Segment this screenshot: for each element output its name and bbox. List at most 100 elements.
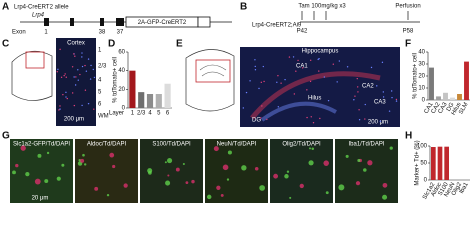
x-tick-label: CA2 (431, 101, 442, 115)
cell-dot (309, 80, 312, 83)
cell-dot (382, 194, 388, 200)
figure: A B C D E F G H Lrp4-CreERT2 allele Lrp4… (2, 2, 470, 203)
region-box (25, 51, 45, 69)
cell-dot (289, 196, 292, 199)
cell-dot (84, 89, 87, 91)
cell-dot (94, 186, 99, 191)
cell-dot (353, 99, 355, 101)
layer-label: 6 (98, 102, 102, 108)
cell-dot (175, 167, 180, 172)
cell-dot (222, 164, 229, 171)
panel-label: G (2, 131, 10, 142)
cell-dot (263, 80, 265, 83)
utr-box (197, 16, 211, 28)
x-tick-label: 1 (131, 111, 135, 117)
y-tick-label: 10 (418, 86, 425, 92)
cell-dot (309, 59, 312, 61)
cell-dot (83, 163, 87, 166)
cell-dot (332, 63, 335, 65)
y-tick-label: 50 (420, 161, 427, 167)
layer-label: WM (98, 114, 109, 120)
cell-dot (81, 56, 83, 58)
y-axis-label: % tdTomato+ cell (113, 57, 119, 103)
treatment-label: Tam 100mg/kg x3 (298, 4, 346, 10)
bar (164, 83, 171, 108)
cell-dot (81, 52, 83, 54)
hippocampus-image (240, 47, 400, 127)
y-tick-label: 20 (118, 87, 125, 93)
panel-label: A (2, 2, 9, 13)
stain-label: Slc1a2-GFP/Td/DAPI (13, 142, 70, 148)
cell-dot (388, 110, 391, 112)
cell-dot (34, 178, 41, 185)
cell-dot (364, 118, 366, 120)
cell-dot (277, 75, 279, 77)
cell-dot (284, 78, 286, 81)
cell-dot (376, 85, 378, 87)
exon (116, 18, 124, 26)
cell-dot (395, 98, 398, 101)
x-tick-label: DG (446, 102, 456, 113)
injection-arrows (301, 11, 327, 20)
cell-dot (79, 73, 81, 76)
bar (437, 146, 443, 180)
cell-dot (286, 170, 290, 173)
bar (146, 94, 154, 108)
y-tick-label: 20 (418, 74, 425, 80)
area-label: CA1 (296, 64, 308, 70)
cell-dot (82, 153, 85, 157)
cell-dot (390, 90, 393, 92)
cell-dot (58, 109, 60, 111)
y-axis-label: % tdTomato+ cell (413, 53, 419, 99)
dentate-layer (260, 101, 337, 122)
y-tick-label: 0 (122, 106, 126, 112)
cell-dot (216, 185, 221, 190)
panel-label: C (2, 39, 9, 50)
cell-dot (323, 76, 326, 78)
cell-dot (65, 96, 67, 98)
cell-dot (382, 91, 385, 93)
bar (443, 92, 448, 100)
cell-dot (306, 89, 308, 91)
bar (450, 97, 455, 100)
y-tick-label: 40 (118, 68, 125, 74)
allele-title: Lrp4-CreERT2 allele (14, 5, 69, 11)
bar (444, 146, 449, 180)
micrograph (270, 139, 333, 203)
cell-dot (73, 104, 76, 107)
cell-dot (355, 181, 361, 186)
cell-dot (354, 95, 356, 97)
cell-dot (259, 185, 265, 191)
exon-number: 1 (44, 30, 48, 36)
area-label: Hilus (308, 96, 321, 102)
x-tick-label: CA1 (424, 101, 435, 115)
cell-dot (65, 76, 67, 78)
cell-dot (44, 179, 49, 184)
cell-dot (357, 159, 361, 163)
cell-dot (37, 153, 42, 158)
stain-label: S100/Td/DAPI (152, 142, 191, 148)
cell-dot (87, 58, 90, 60)
cell-dot (93, 108, 95, 110)
cell-dot (276, 81, 278, 84)
x-tick-label: 6 (166, 111, 170, 117)
end-age: P58 (403, 29, 414, 35)
bar (464, 61, 469, 100)
cell-dot (84, 64, 86, 67)
region-label: Cortex (67, 41, 85, 47)
area-label: CA3 (374, 100, 386, 106)
exon (44, 18, 49, 26)
cell-dot (258, 87, 260, 90)
cell-dot (357, 91, 359, 93)
stain-label: Aldoc/Td/DAPI (87, 142, 127, 148)
bar (431, 147, 436, 180)
cell-dot (370, 66, 373, 69)
mouse-line: Lrp4-CreERT2;Ai9 (252, 23, 302, 29)
cell-dot (80, 158, 85, 163)
cell-dot (338, 184, 345, 191)
layer-label: 2/3 (98, 64, 107, 70)
exon (70, 18, 74, 26)
cell-dot (85, 70, 88, 72)
cell-dot (57, 68, 59, 71)
x-axis-label: Layer (109, 111, 124, 117)
